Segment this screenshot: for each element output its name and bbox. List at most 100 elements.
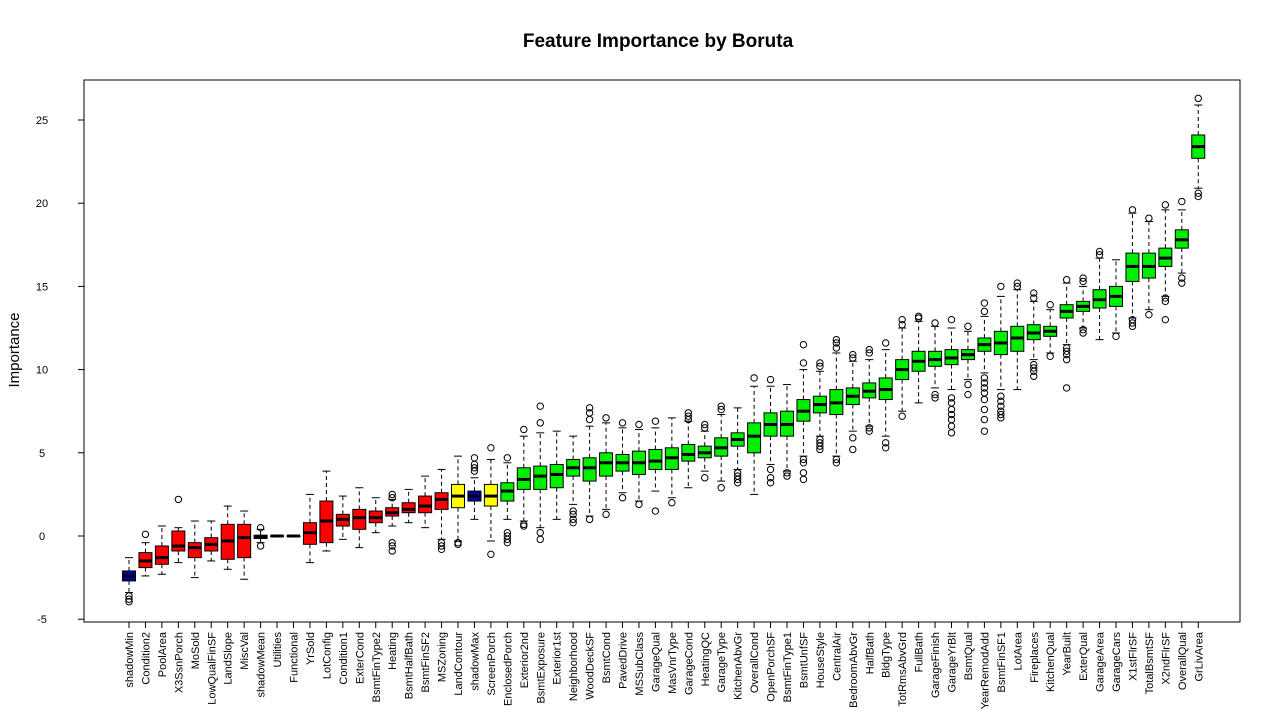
outlier-point [569,515,577,524]
x-tick-label: GarageYrBlt [947,632,959,693]
outlier-point [388,547,396,555]
box-LotConfig [319,470,334,552]
outlier-point [964,390,972,399]
outlier-point [980,299,989,307]
x-tick-label: HouseStyle [815,632,827,688]
outlier-point [980,395,989,404]
outlier-point [799,469,808,477]
x-tick-label: MoSold [190,632,202,669]
outlier-point [717,484,725,492]
outlier-point [783,472,791,480]
box-body [434,492,449,510]
box-HalfBath [862,345,877,435]
outlier-point [931,390,939,399]
outlier-point [1128,315,1137,324]
box-BsmtHalfBath [401,488,416,524]
x-tick-label: X1stFlrSF [1127,632,1139,681]
x-tick-label: MSZoning [437,632,449,682]
outlier-point [980,427,989,435]
outlier-point [635,500,643,509]
box-KitchenQual [1043,301,1058,360]
outlier-point [1128,206,1137,214]
outlier-point [503,528,512,537]
x-tick-label: ExterCond [354,632,366,684]
box-BsmtQual [960,322,975,399]
outlier-point [141,530,150,539]
box-GarageQual [648,417,663,515]
outlier-point [1095,247,1104,256]
outlier-point [1161,201,1170,209]
x-tick-label: BsmtCond [601,632,613,683]
box-MSZoning [434,468,449,554]
outlier-point [585,415,594,424]
outlier-point [437,542,446,550]
outlier-point [388,494,396,502]
box-BsmtFinSF2 [418,475,433,529]
x-tick-label: YrSold [305,632,317,665]
box-body [549,463,564,489]
x-tick-label: MiscVal [239,632,251,670]
outlier-point [388,538,396,547]
x-tick-label: MSSubClass [634,632,646,696]
outlier-point [931,319,939,327]
outlier-point [1178,274,1186,282]
outlier-point [585,404,594,412]
x-tick-label: KitchenQual [1045,632,1057,692]
box-body [154,545,169,565]
outlier-point [816,362,824,370]
outlier-point [1079,325,1087,334]
x-tick-label: GrLivArea [1193,631,1205,681]
outlier-point [1095,251,1104,259]
x-tick-label: OverallQual [1177,632,1189,690]
box-Condition2 [138,530,153,577]
x-tick-label: KitchenAbvGr [733,632,745,700]
box-shadowMax [467,454,482,520]
box-LotArea [1010,279,1025,391]
x-tick-label: BsmtExposure [535,632,547,704]
box-YearBuilt [1059,276,1074,392]
box-body [582,457,597,482]
x-tick-label: Utilities [272,632,284,668]
box-GarageType [714,402,729,492]
x-tick-label: Condition1 [338,632,350,685]
outlier-point [585,515,594,524]
y-tick-label: 5 [39,448,45,460]
box-BsmtCond [599,414,614,519]
outlier-point [569,507,577,515]
x-tick-label: Heating [387,632,399,670]
outlier-point [783,469,791,477]
outlier-point [799,359,808,367]
outlier-point [1046,301,1054,309]
x-tick-label: HeatingQC [700,632,712,686]
box-body [599,452,614,477]
x-tick-label: YearRemodAdd [979,632,991,709]
outlier-point [947,422,956,430]
outlier-point [816,359,824,367]
outlier-point [618,494,627,502]
box-GarageYrBlt [944,315,959,437]
x-tick-label: Functional [289,632,301,683]
box-ExterQual [1076,274,1091,337]
outlier-point [1145,310,1153,319]
outlier-point [947,394,956,402]
outlier-point [980,307,989,316]
outlier-point [701,474,709,482]
box-Condition1 [335,495,350,540]
box-body [533,465,548,490]
box-body [237,523,252,559]
outlier-point [536,535,544,544]
outlier-point [1062,344,1071,352]
box-BsmtExposure [533,402,548,544]
x-tick-label: X2ndFlrSF [1160,632,1172,685]
outlier-point [766,479,775,487]
box-MasVnrType [664,417,679,507]
outlier-point [750,374,758,382]
outlier-point [766,375,775,384]
outlier-point [1030,289,1038,297]
x-tick-label: TotRmsAbvGrd [897,632,909,707]
x-tick-label: LandSlope [223,632,235,685]
box-GarageArea [1092,247,1107,341]
outlier-point [832,335,841,344]
outlier-point [799,459,808,467]
box-GrLivArea [1191,94,1206,201]
